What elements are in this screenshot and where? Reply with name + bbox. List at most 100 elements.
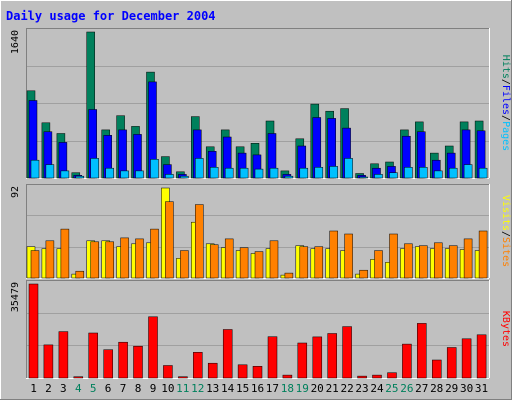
bar-kbytes-day-27 [417, 323, 427, 379]
legend-separator: / [500, 231, 511, 237]
bar-pages-day-23 [359, 176, 368, 179]
bar-pages-day-22 [344, 158, 353, 179]
series-sites [30, 201, 488, 279]
bar-pages-day-5 [90, 158, 99, 179]
bar-kbytes-day-6 [103, 349, 113, 379]
x-tick-label-day-10: 10 [161, 382, 174, 395]
bar-pages-day-21 [329, 166, 338, 179]
x-tick-label-day-11: 11 [176, 382, 189, 395]
bar-pages-day-8 [135, 170, 144, 179]
x-tick-label-day-17: 17 [266, 382, 279, 395]
x-tick-label-day-4: 4 [75, 382, 82, 395]
x-tick-label-day-13: 13 [206, 382, 219, 395]
bar-sites-day-24 [374, 250, 383, 279]
x-tick-label-day-14: 14 [221, 382, 235, 395]
bar-kbytes-day-25 [387, 372, 397, 379]
bar-sites-day-1 [30, 250, 40, 279]
x-tick-label-day-22: 22 [340, 382, 353, 395]
bar-pages-day-15 [239, 167, 249, 179]
bar-kbytes-day-9 [148, 316, 158, 379]
bar-sites-day-8 [135, 238, 144, 279]
bar-kbytes-day-22 [342, 326, 352, 379]
legend-item-sites: Sites [500, 237, 511, 267]
legend-text: Visits/Sites [500, 195, 511, 267]
bar-pages-day-13 [209, 167, 219, 179]
bar-kbytes-day-31 [476, 334, 487, 379]
bar-kbytes-day-7 [118, 341, 128, 379]
x-tick-label-day-6: 6 [105, 382, 112, 395]
x-tick-label-day-21: 21 [326, 382, 339, 395]
y-max-label: 35479 [10, 282, 21, 312]
legend-item-files: Files [500, 85, 511, 115]
x-tick-label-day-16: 16 [251, 382, 264, 395]
bar-pages-day-25 [389, 172, 398, 179]
bar-pages-day-11 [180, 175, 189, 179]
x-tick-label-day-8: 8 [135, 382, 142, 395]
bar-kbytes-day-14 [222, 329, 233, 379]
bar-sites-day-4 [75, 270, 85, 279]
bar-kbytes-day-29 [446, 347, 457, 379]
bar-sites-day-14 [224, 238, 234, 279]
bar-kbytes-day-5 [88, 332, 98, 379]
series-files [28, 81, 486, 179]
bar-pages-day-7 [120, 170, 129, 179]
x-tick-label-day-12: 12 [191, 382, 204, 395]
bar-sites-day-16 [254, 251, 264, 279]
bar-sites-day-12 [195, 204, 204, 279]
bar-sites-day-20 [314, 246, 324, 279]
bar-kbytes-day-20 [312, 336, 323, 379]
legend-text: KBytes [500, 311, 511, 347]
bar-sites-day-29 [448, 245, 458, 279]
x-tick-label-day-30: 30 [460, 382, 473, 395]
x-tick-label-day-20: 20 [311, 382, 324, 395]
bar-sites-day-19 [299, 246, 309, 279]
legend-hits-files-pages: Hits/Files/Pages [500, 55, 511, 151]
bar-pages-day-30 [463, 164, 473, 179]
bar-kbytes-day-18 [282, 374, 293, 379]
x-tick-label-day-7: 7 [120, 382, 127, 395]
bar-pages-day-29 [448, 167, 458, 179]
bar-sites-day-2 [45, 240, 55, 279]
bar-kbytes-day-3 [58, 331, 69, 379]
bar-kbytes-day-1 [28, 283, 39, 379]
bar-kbytes-day-15 [237, 364, 248, 379]
x-tick-label-day-27: 27 [415, 382, 428, 395]
legend-visits-sites: Visits/Sites [500, 195, 511, 267]
x-tick-label-day-31: 31 [475, 382, 488, 395]
bar-pages-day-26 [404, 167, 413, 179]
bar-pages-day-2 [45, 164, 55, 179]
bar-kbytes-day-11 [178, 376, 188, 379]
bar-pages-day-19 [299, 167, 309, 179]
bar-sites-day-22 [344, 233, 353, 279]
bar-sites-day-3 [60, 228, 70, 279]
bar-kbytes-day-8 [133, 345, 143, 379]
bar-sites-day-9 [150, 228, 159, 279]
chart-panels: 1640 Hits/Files/Pages 92 Visits/Sites 35479 K… [10, 28, 511, 379]
x-tick-label-day-25: 25 [385, 382, 398, 395]
bar-pages-day-9 [150, 159, 159, 179]
bar-sites-day-11 [180, 250, 189, 279]
bar-pages-day-4 [75, 175, 85, 179]
x-tick-label-day-15: 15 [236, 382, 249, 395]
x-tick-label-day-2: 2 [45, 382, 52, 395]
bar-sites-day-25 [389, 233, 398, 279]
panel-kbytes: 35479 KBytes [10, 280, 511, 379]
bar-sites-day-15 [239, 247, 249, 279]
y-max-label: 1640 [10, 30, 21, 54]
panel-visits-sites: 92 Visits/Sites [10, 184, 511, 279]
bar-pages-day-16 [254, 168, 264, 179]
series-pages [30, 158, 488, 179]
bar-sites-day-23 [359, 269, 368, 279]
y-max-label: 92 [10, 186, 21, 198]
legend-text: Hits/Files/Pages [500, 55, 511, 151]
bar-sites-day-7 [120, 237, 129, 279]
x-tick-label-day-18: 18 [281, 382, 294, 395]
x-tick-label-day-9: 9 [150, 382, 157, 395]
legend-kbytes: KBytes [500, 311, 511, 347]
bar-sites-day-17 [269, 240, 279, 279]
bar-pages-day-17 [269, 167, 279, 179]
panel-hits-files-pages: 1640 Hits/Files/Pages [10, 28, 511, 179]
legend-item-hits: Hits [500, 55, 511, 79]
bar-pages-day-18 [284, 175, 294, 179]
